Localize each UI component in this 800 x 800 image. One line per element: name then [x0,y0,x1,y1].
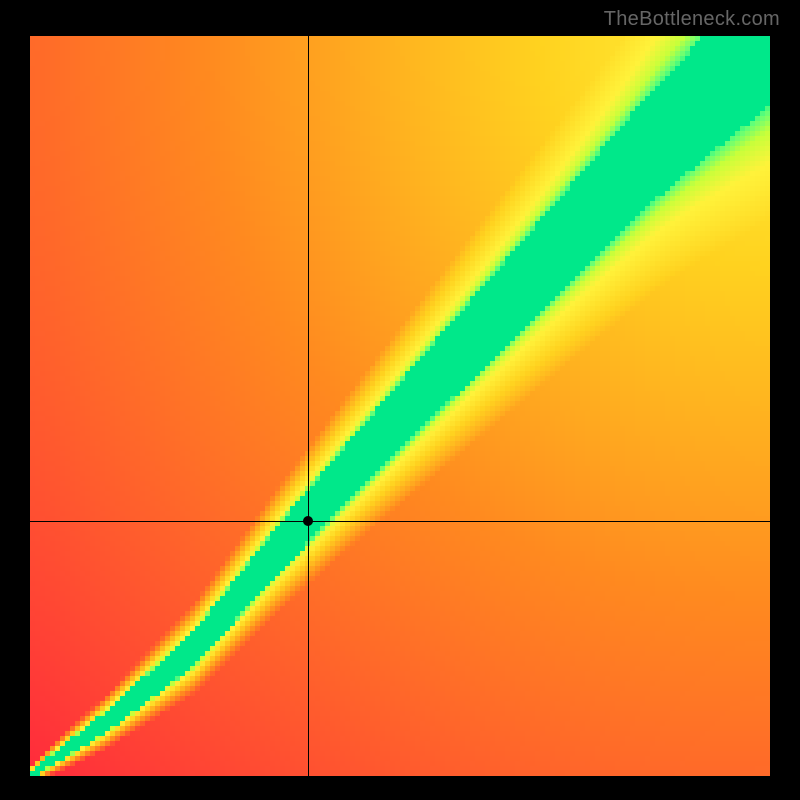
watermark-text: TheBottleneck.com [604,8,780,31]
plot-area [30,36,770,776]
heatmap-canvas [30,36,770,776]
crosshair-vertical [308,36,309,776]
crosshair-dot [303,516,313,526]
crosshair-horizontal [30,521,770,522]
